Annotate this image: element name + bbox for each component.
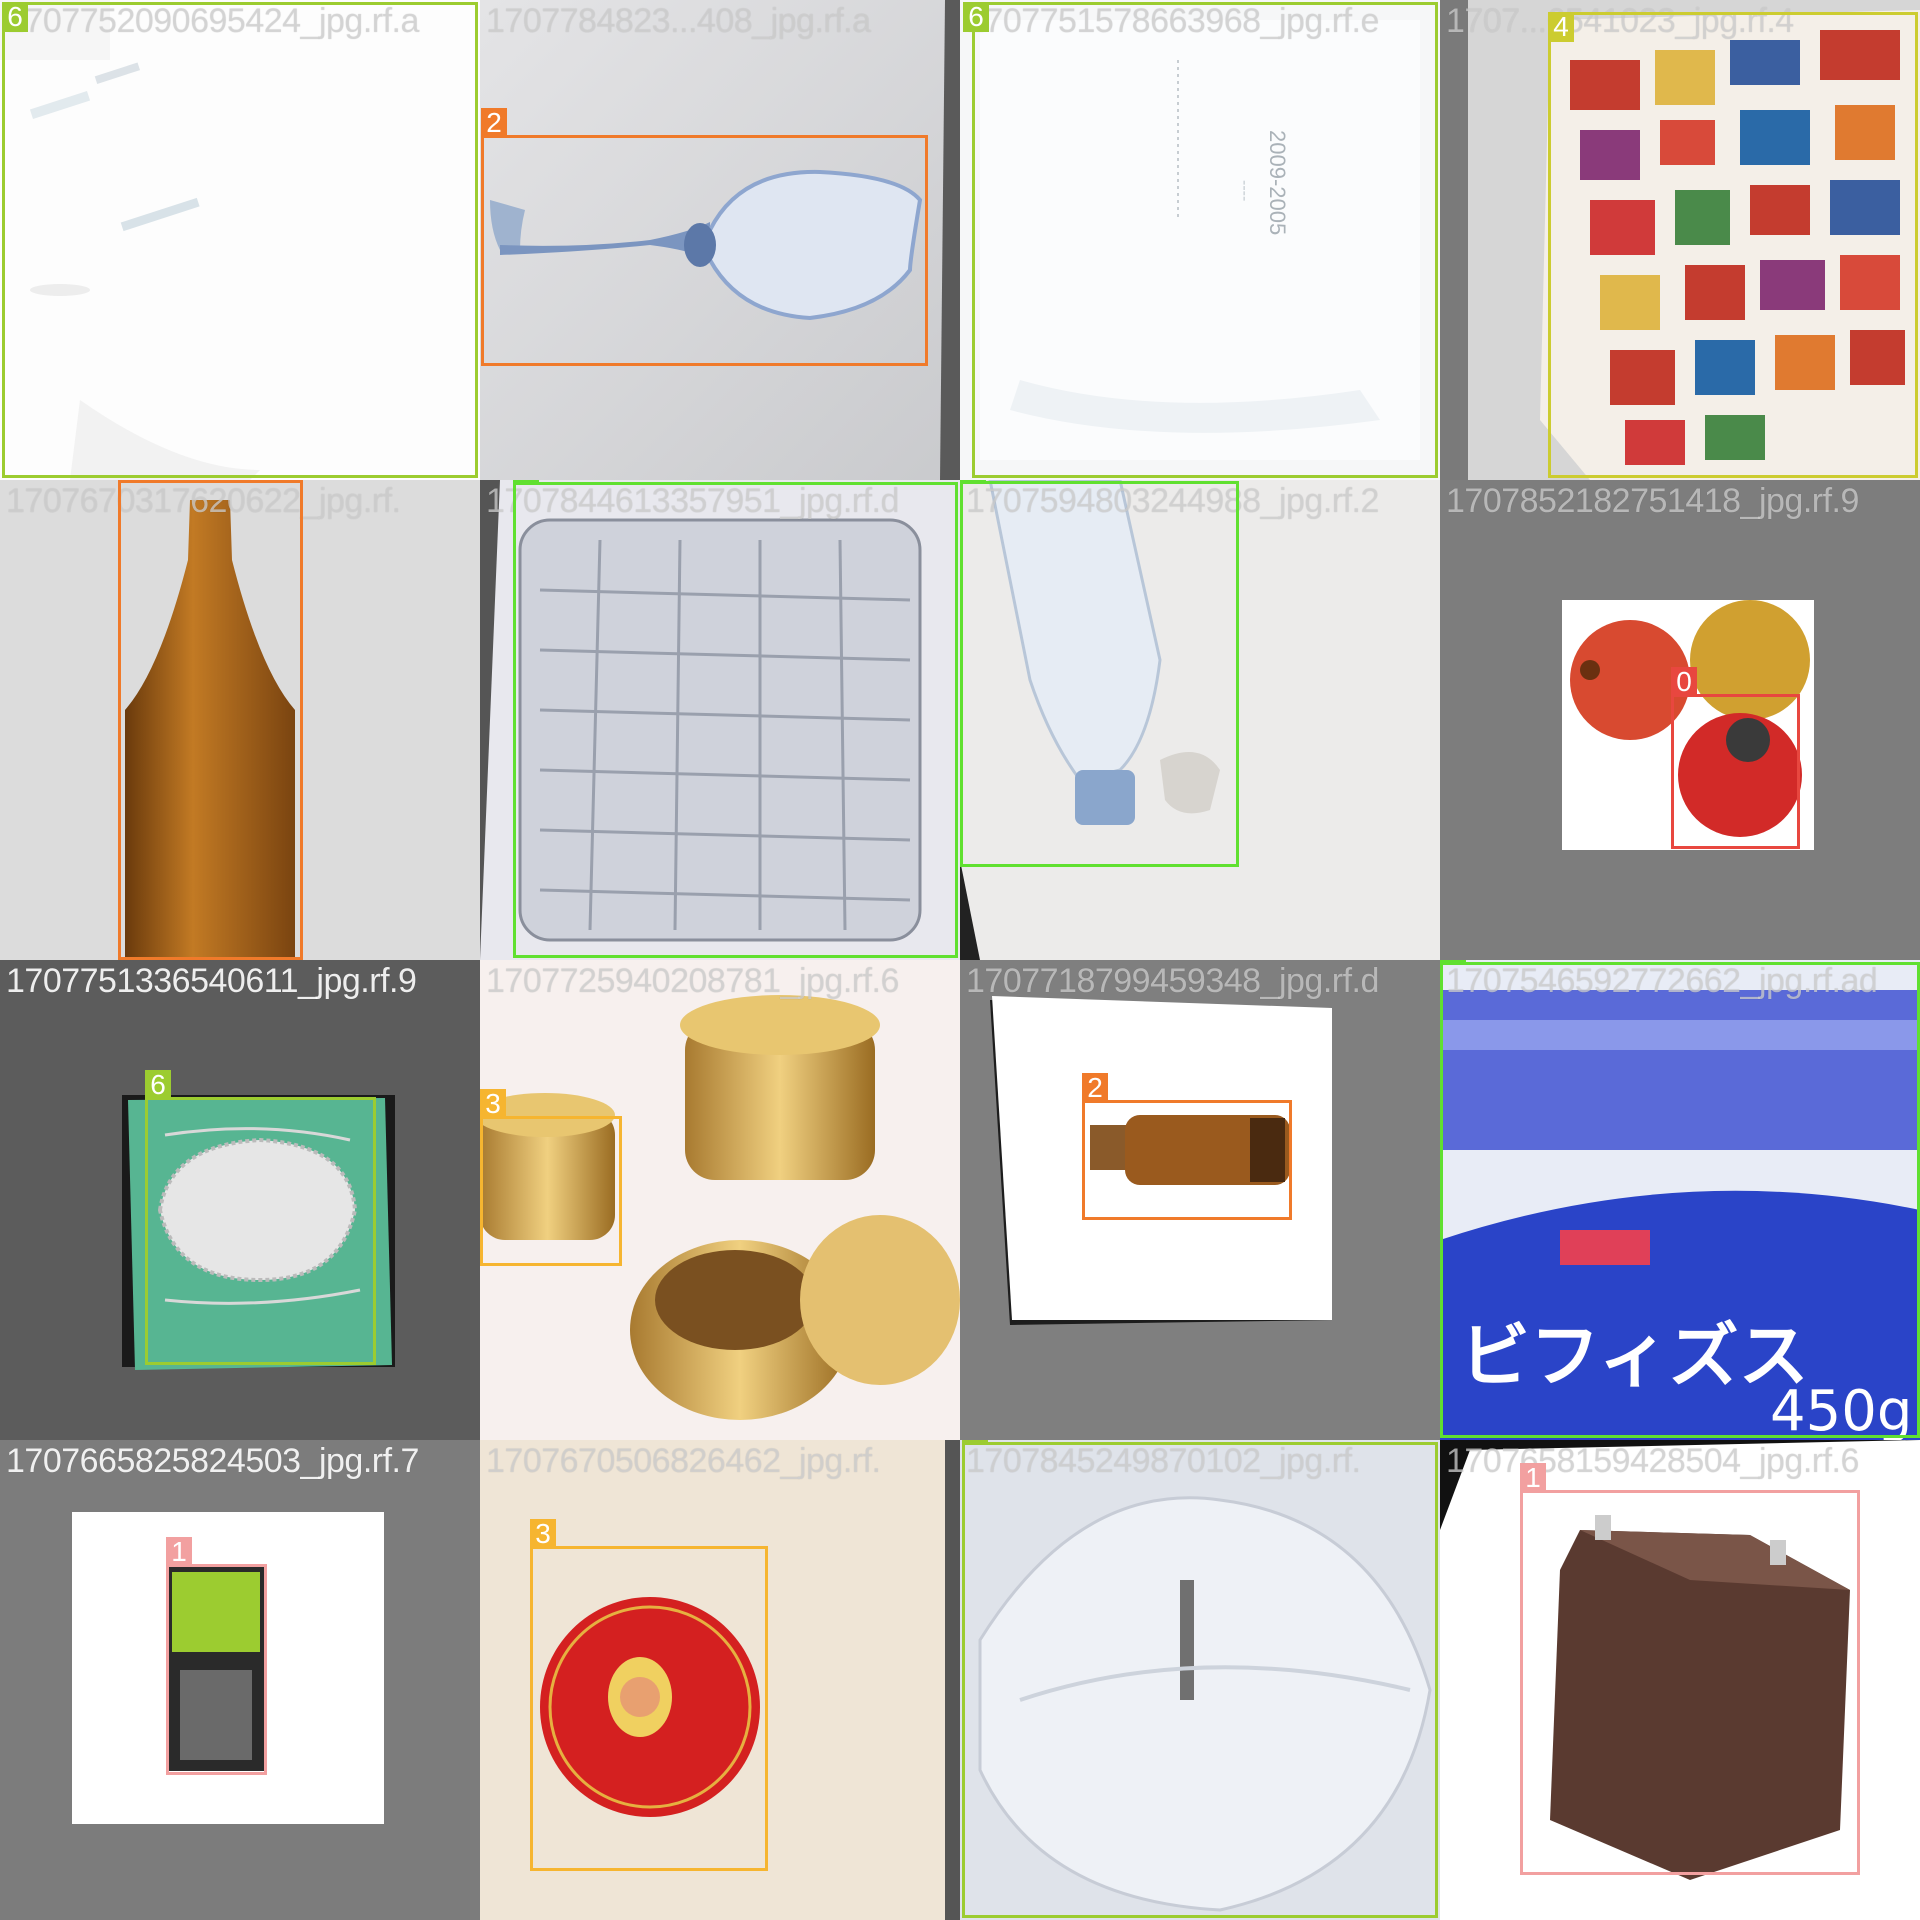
class-label: 2 bbox=[1082, 1073, 1108, 1103]
class-label: 6 bbox=[2, 2, 28, 32]
class-label: 5 bbox=[960, 480, 986, 484]
class-label: 6 bbox=[145, 1070, 171, 1100]
class-label: 1 bbox=[1520, 1463, 1546, 1493]
image-filename: 1707670317620622_jpg.rf. bbox=[6, 482, 401, 520]
image-filename: 1707546592772662_jpg.rf.ad bbox=[1446, 962, 1878, 1000]
class-label: 6 bbox=[962, 1440, 988, 1442]
tile-image bbox=[480, 1440, 960, 1920]
mosaic-tile: 1707784823...408_jpg.rf.a 2 bbox=[480, 0, 960, 480]
image-filename: 1707751336540611_jpg.rf.9 bbox=[6, 962, 417, 1000]
detection-box: 6 bbox=[962, 1440, 1438, 1918]
mosaic-tile: 1707670317620622_jpg.rf. 2 bbox=[0, 480, 480, 960]
tile-image bbox=[480, 480, 960, 960]
class-label: 2 bbox=[481, 108, 507, 138]
image-filename: 1707725940208781_jpg.rf.6 bbox=[486, 962, 899, 1000]
tile-image: ビフィズス 450g bbox=[1440, 960, 1920, 1440]
mosaic-tile: 1707594803244988_jpg.rf.2 5 bbox=[960, 480, 1440, 960]
class-label: 5 bbox=[513, 480, 539, 482]
detection-box: 2 bbox=[118, 480, 303, 960]
mosaic-tile: 1707718799459348_jpg.rf.d 2 bbox=[960, 960, 1440, 1440]
image-filename: 1707658159428504_jpg.rf.6 bbox=[1446, 1442, 1859, 1480]
tile-image bbox=[1440, 480, 1920, 960]
svg-text:450g: 450g bbox=[1770, 1379, 1912, 1440]
image-filename: 1707665825824503_jpg.rf.7 bbox=[6, 1442, 419, 1480]
detection-box: 2 bbox=[481, 108, 928, 366]
class-label: 5 bbox=[1440, 960, 1466, 962]
mosaic-tile: 1707751336540611_jpg.rf.9 6 bbox=[0, 960, 480, 1440]
image-filename: 1707670506826462_jpg.rf. bbox=[486, 1442, 881, 1480]
mosaic-tile: 1707670506826462_jpg.rf. 3 bbox=[480, 1440, 960, 1920]
mosaic-tile: 1707852182751418_jpg.rf.9 0 bbox=[1440, 480, 1920, 960]
detection-box: 5 bbox=[513, 480, 958, 958]
image-filename: 1707844613357951_jpg.rf.d bbox=[486, 482, 899, 520]
tile-image bbox=[480, 960, 960, 1440]
tile-image bbox=[480, 0, 960, 480]
tile-image bbox=[0, 960, 480, 1440]
image-filename: 1707852182751418_jpg.rf.9 bbox=[1446, 482, 1859, 520]
detection-box: 5 bbox=[960, 480, 1239, 867]
mosaic-tile: 1707752090695424_jpg.rf.a 6 bbox=[0, 0, 480, 480]
tile-image bbox=[0, 480, 480, 960]
detection-box: 4 bbox=[1548, 12, 1918, 478]
image-filename: 1707752090695424_jpg.rf.a bbox=[6, 2, 419, 40]
mosaic-tile: 2009-2005 ---- 1707751578663968_jpg.rf.e… bbox=[960, 0, 1440, 480]
mosaic-tile: 1707725940208781_jpg.rf.6 3 bbox=[480, 960, 960, 1440]
mosaic-tile: ビフィズス 450g 1707546592772662_jpg.rf.ad 5 bbox=[1440, 960, 1920, 1440]
mosaic-tile: 1707...6541023_jpg.rf.4 4 bbox=[1440, 0, 1920, 480]
class-label: 0 bbox=[1671, 667, 1697, 697]
image-filename: 1707...6541023_jpg.rf.4 bbox=[1446, 2, 1794, 40]
tile-image bbox=[960, 480, 1440, 960]
tile-image bbox=[0, 1440, 480, 1920]
mosaic-tile: 1707665825824503_jpg.rf.7 1 bbox=[0, 1440, 480, 1920]
image-filename: 1707845249870102_jpg.rf. bbox=[966, 1442, 1361, 1480]
class-label: 1 bbox=[166, 1537, 192, 1567]
tile-image bbox=[960, 960, 1440, 1440]
image-filename: 1707718799459348_jpg.rf.d bbox=[966, 962, 1379, 1000]
detection-box: 6 bbox=[963, 2, 1438, 478]
detection-box: 3 bbox=[530, 1519, 768, 1871]
class-label: 2 bbox=[118, 480, 144, 483]
detection-box: 1 bbox=[166, 1537, 267, 1775]
svg-text:2009-2005: 2009-2005 bbox=[1265, 130, 1290, 235]
tile-image bbox=[0, 0, 480, 480]
detection-box: 6 bbox=[2, 2, 478, 478]
image-filename: 1707751578663968_jpg.rf.e bbox=[966, 2, 1379, 40]
tile-image: 2009-2005 ---- bbox=[960, 0, 1440, 480]
mosaic-tile: 1707658159428504_jpg.rf.6 1 bbox=[1440, 1440, 1920, 1920]
class-label: 3 bbox=[530, 1519, 556, 1549]
image-filename: 1707594803244988_jpg.rf.2 bbox=[966, 482, 1379, 520]
class-label: 6 bbox=[963, 2, 989, 32]
detection-box: 6 bbox=[145, 1070, 376, 1365]
mosaic-tile: 1707844613357951_jpg.rf.d 5 bbox=[480, 480, 960, 960]
detection-box: 5 bbox=[1440, 960, 1920, 1438]
detection-box: 2 bbox=[1082, 1073, 1292, 1220]
class-label: 3 bbox=[480, 1089, 506, 1119]
class-label: 4 bbox=[1548, 12, 1574, 42]
svg-text:ビフィズス: ビフィズス bbox=[1460, 1315, 1809, 1397]
detection-box: 3 bbox=[480, 1089, 622, 1266]
svg-text:----: ---- bbox=[1236, 180, 1253, 201]
tile-image bbox=[1440, 0, 1920, 480]
mosaic-tile: 1707845249870102_jpg.rf. 6 bbox=[960, 1440, 1440, 1920]
tile-image bbox=[960, 1440, 1440, 1920]
detection-box: 1 bbox=[1520, 1463, 1860, 1875]
detection-box: 0 bbox=[1671, 667, 1800, 849]
image-filename: 1707784823...408_jpg.rf.a bbox=[486, 2, 871, 40]
